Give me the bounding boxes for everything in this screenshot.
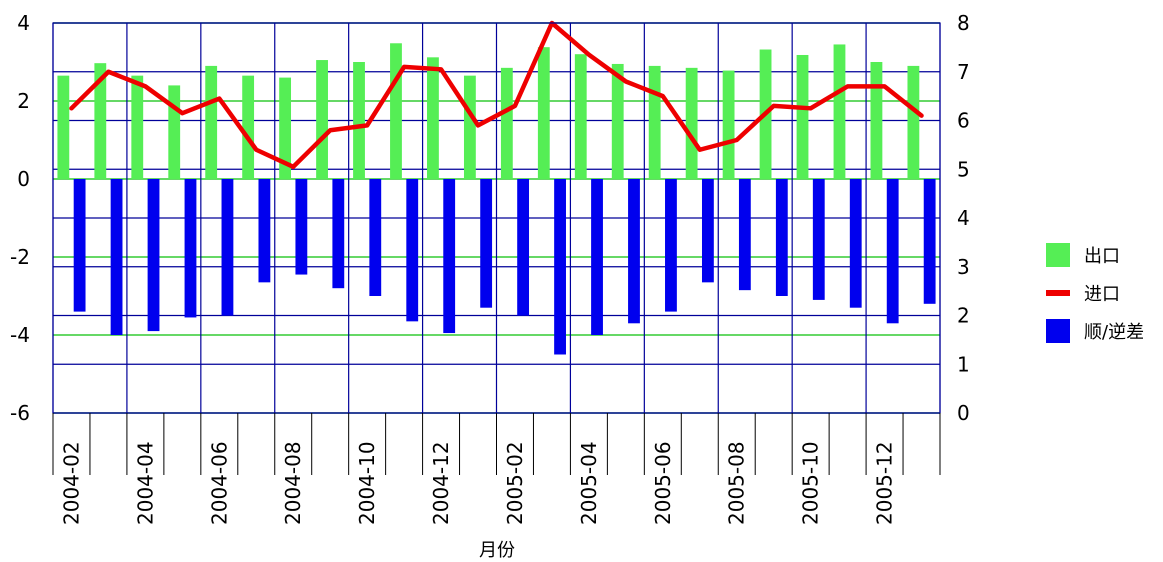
export-bar bbox=[168, 85, 181, 179]
export-bars bbox=[57, 43, 920, 180]
x-tick-label: 2004-12 bbox=[429, 441, 453, 525]
legend-swatch bbox=[1046, 319, 1070, 343]
balance-bar bbox=[443, 179, 456, 334]
right-tick-label: 8 bbox=[957, 11, 970, 35]
right-tick-label: 5 bbox=[957, 157, 970, 181]
export-bar bbox=[279, 77, 292, 179]
balance-bar bbox=[738, 179, 751, 291]
right-tick-label: 1 bbox=[957, 352, 970, 376]
export-bar bbox=[796, 54, 809, 180]
right-tick-label: 2 bbox=[957, 304, 970, 328]
export-bar bbox=[353, 62, 365, 179]
left-tick-label: -2 bbox=[10, 245, 30, 269]
x-tick-label: 2005-12 bbox=[873, 441, 897, 525]
legend-swatch bbox=[1046, 243, 1070, 267]
export-bar bbox=[611, 63, 624, 180]
balance-bar bbox=[147, 179, 160, 332]
balance-bar bbox=[369, 179, 382, 296]
export-bar bbox=[390, 43, 402, 179]
balance-bar bbox=[665, 179, 677, 312]
x-tick-label: 2004-10 bbox=[355, 441, 379, 525]
export-bar bbox=[907, 65, 920, 179]
left-tick-label: -4 bbox=[10, 323, 30, 347]
x-tick-label: 2005-06 bbox=[651, 441, 675, 525]
balance-bar bbox=[184, 179, 197, 318]
x-axis-tick-labels: 2004-02 2004-04 2004-06 2004-08 2004-10 2004-… bbox=[52, 413, 941, 525]
export-bar bbox=[685, 67, 698, 179]
left-tick-label: 0 bbox=[17, 167, 30, 191]
x-tick-label: 2004-06 bbox=[207, 441, 231, 525]
balance-bar bbox=[886, 179, 899, 324]
legend-swatch bbox=[1046, 290, 1070, 296]
x-tick-label: 2005-04 bbox=[577, 441, 601, 525]
balance-bar bbox=[295, 179, 308, 275]
x-tick-label: 2005-10 bbox=[799, 441, 823, 525]
left-tick-label: -6 bbox=[10, 401, 30, 425]
right-tick-label: 4 bbox=[957, 206, 970, 230]
x-axis-label: 月份 bbox=[479, 540, 515, 561]
right-tick-label: 6 bbox=[957, 109, 970, 133]
left-tick-label: 4 bbox=[17, 11, 30, 35]
balance-bar bbox=[480, 179, 493, 308]
left-tick-label: 2 bbox=[17, 89, 30, 113]
export-bar bbox=[722, 70, 735, 179]
balance-bar bbox=[923, 179, 936, 304]
import-line bbox=[69, 20, 924, 170]
legend-label: 出口 bbox=[1084, 246, 1120, 267]
export-bar bbox=[537, 47, 550, 180]
right-tick-label: 7 bbox=[957, 60, 970, 84]
export-bar bbox=[316, 60, 328, 179]
export-bar bbox=[131, 75, 144, 179]
export-bar bbox=[500, 67, 513, 179]
balance-bar bbox=[701, 179, 714, 283]
export-bar bbox=[205, 65, 218, 179]
balance-bar bbox=[221, 179, 234, 316]
x-tick-label: 2004-04 bbox=[133, 441, 157, 525]
balance-bar bbox=[849, 179, 862, 308]
balance-bar bbox=[517, 179, 530, 316]
x-tick-label: 2005-02 bbox=[503, 441, 527, 525]
balance-bar bbox=[775, 179, 788, 296]
import-series-line bbox=[69, 20, 924, 170]
balance-bar bbox=[591, 179, 603, 335]
balance-bars bbox=[73, 179, 936, 355]
balance-bar bbox=[812, 179, 825, 300]
export-bar bbox=[427, 57, 439, 179]
left-axis-tick-labels: -6 -4 -2 0 2 4 bbox=[10, 11, 30, 425]
legend-label: 顺/逆差 bbox=[1084, 322, 1144, 343]
balance-bar bbox=[406, 179, 419, 322]
x-tick-label: 2005-08 bbox=[725, 441, 749, 525]
balance-bar bbox=[258, 179, 271, 283]
x-tick-label: 2004-08 bbox=[281, 441, 305, 525]
export-bar bbox=[870, 62, 883, 179]
right-tick-label: 3 bbox=[957, 255, 970, 279]
balance-bar bbox=[554, 179, 566, 355]
legend-label: 进口 bbox=[1084, 284, 1120, 305]
balance-bar bbox=[110, 179, 123, 335]
export-bar bbox=[574, 54, 587, 180]
export-bar bbox=[242, 75, 255, 179]
export-bar bbox=[57, 75, 70, 179]
x-tick-label: 2004-02 bbox=[59, 441, 83, 525]
balance-bar bbox=[73, 179, 86, 312]
export-bar bbox=[94, 63, 107, 179]
right-axis-tick-labels: 0 1 2 3 4 5 6 7 8 bbox=[957, 11, 970, 425]
export-bar bbox=[648, 65, 661, 179]
right-tick-label: 0 bbox=[957, 401, 970, 425]
export-bar bbox=[833, 44, 846, 180]
balance-bar bbox=[628, 179, 640, 324]
export-bar bbox=[463, 75, 476, 179]
balance-bar bbox=[332, 179, 345, 289]
